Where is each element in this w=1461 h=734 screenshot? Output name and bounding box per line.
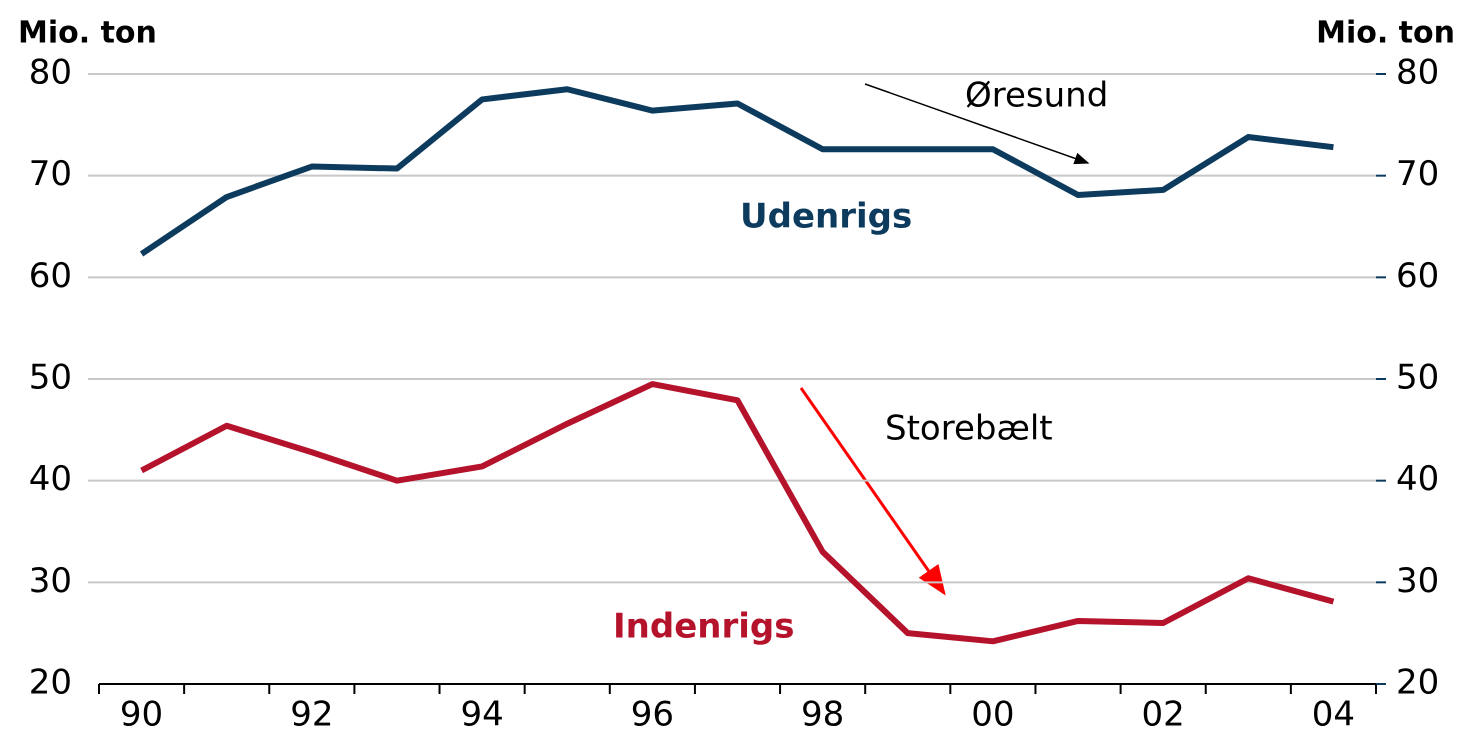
x-tick-label: 96 [631, 695, 674, 734]
line-series [140, 381, 1335, 645]
x-tick-label: 04 [1312, 695, 1355, 734]
x-tick-label: 98 [801, 695, 844, 734]
y-tick-label: 80 [29, 53, 72, 93]
annotation: Øresund [965, 76, 1108, 116]
y-tick-label: 70 [29, 154, 72, 194]
annotation-arrow [864, 83, 1090, 165]
y-tick-label: 30 [29, 561, 72, 601]
y2-tick-label: 60 [1396, 256, 1439, 296]
x-tick-label: 94 [460, 695, 503, 734]
y-tick-label: 60 [29, 256, 72, 296]
x-tick-label: 00 [971, 695, 1014, 734]
y2-tick-label: 70 [1396, 154, 1439, 194]
y2-tick-label: 80 [1396, 53, 1439, 93]
y-axis-label: Mio. ton [18, 16, 157, 51]
x-tick-label: 02 [1142, 695, 1185, 734]
x-tick-label: 90 [120, 695, 163, 734]
y-tick-label: 50 [29, 358, 72, 398]
y2-tick-label: 40 [1396, 459, 1439, 499]
y2-tick-label: 30 [1396, 561, 1439, 601]
annotation: Storebælt [885, 409, 1053, 449]
line-series [139, 86, 1334, 257]
series-label: Udenrigs [740, 197, 912, 237]
y2-tick-label: 20 [1396, 663, 1439, 703]
y-tick-label: 40 [29, 459, 72, 499]
x-tick-label: 92 [290, 695, 333, 734]
annotation-arrow [799, 387, 946, 596]
y-tick-label: 20 [29, 663, 72, 703]
y2-axis-label: Mio. ton [1316, 16, 1455, 51]
series-label: Indenrigs [613, 607, 794, 647]
y2-tick-label: 50 [1396, 358, 1439, 398]
